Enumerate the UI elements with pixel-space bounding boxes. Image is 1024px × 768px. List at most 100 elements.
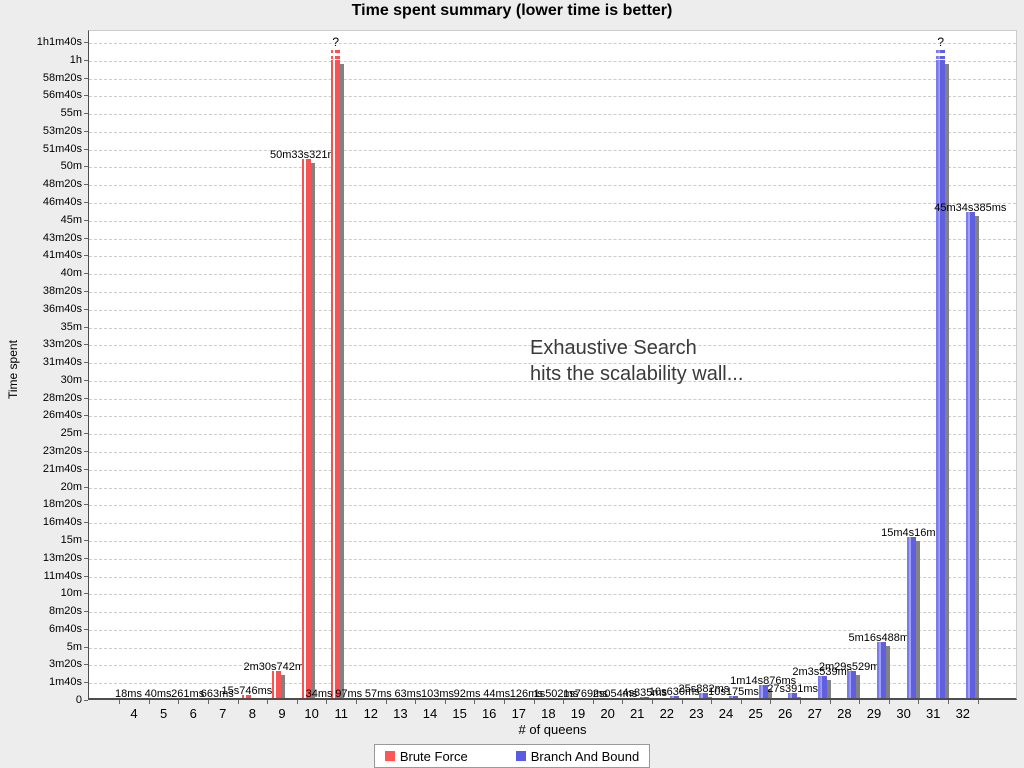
- y-tick-label: 56m40s: [42, 89, 82, 102]
- gridline: [89, 185, 1016, 187]
- bar-value-label: 2s054ms: [592, 687, 638, 700]
- x-tick-label: 21: [629, 706, 645, 721]
- gridline: [89, 149, 1016, 151]
- bar-branch-and-bound-q30: [906, 537, 916, 698]
- bar-branch-and-bound-q32: [965, 211, 975, 698]
- x-tick-label: 5: [159, 706, 168, 721]
- x-tick-mark: [415, 700, 417, 704]
- legend-box: Brute Force Branch And Bound: [373, 744, 651, 768]
- bar-value-label: 25s882ms: [678, 683, 730, 696]
- brute-force-swatch-icon: [384, 751, 395, 761]
- x-tick-label: 24: [718, 706, 734, 721]
- gridline: [89, 487, 1016, 489]
- y-tick-label: 28m20s: [42, 391, 82, 404]
- gridline: [89, 469, 1016, 471]
- bar-value-label: 34ms: [305, 687, 333, 700]
- gridline: [89, 309, 1016, 311]
- y-tick-mark: [84, 433, 88, 435]
- y-tick-label: 41m40s: [42, 249, 82, 262]
- x-tick-label: 25: [748, 706, 763, 721]
- gridline: [89, 291, 1016, 293]
- y-tick-mark: [84, 219, 88, 221]
- bar-value-label: 10s175ms: [708, 686, 759, 699]
- y-tick-label: 38m20s: [42, 284, 82, 297]
- x-tick-mark: [652, 700, 653, 704]
- branch-and-bound-swatch-icon: [515, 751, 526, 761]
- bar-value-label: 2m3s539ms: [792, 666, 853, 679]
- bar-value-label: 1s769ms: [563, 687, 608, 700]
- gridline: [89, 380, 1016, 382]
- gridline: [89, 523, 1016, 525]
- y-tick-mark: [84, 557, 88, 559]
- x-tick-mark: [208, 700, 209, 704]
- y-tick-mark: [84, 504, 88, 506]
- bar-value-label: 44ms: [483, 687, 511, 700]
- x-tick-mark: [711, 700, 713, 704]
- x-tick-mark: [148, 700, 150, 704]
- annotation-line-1: Exhaustive Search: [530, 337, 697, 359]
- x-tick-label: 30: [896, 706, 911, 721]
- y-tick-label: 0: [75, 694, 82, 706]
- x-tick-mark: [681, 700, 683, 704]
- x-tick-mark: [237, 700, 239, 704]
- y-tick-mark: [84, 575, 88, 577]
- x-axis-label: # of queens: [518, 722, 587, 737]
- y-tick-label: 50m: [60, 160, 82, 173]
- y-tick-mark: [84, 379, 88, 381]
- y-tick-mark: [84, 593, 88, 595]
- y-tick-label: 13m20s: [42, 551, 82, 564]
- y-tick-mark: [84, 95, 88, 97]
- bar-brute-force-q9: [272, 671, 281, 698]
- y-tick-label: 58m20s: [42, 71, 82, 84]
- bar-branch-and-bound-q23: [699, 693, 709, 698]
- x-tick-mark: [356, 700, 357, 704]
- x-tick-mark: [770, 700, 772, 704]
- bar-exceeded-dash: [936, 49, 946, 53]
- y-tick-mark: [84, 255, 88, 257]
- gridline: [89, 594, 1016, 596]
- bar-branch-and-bound-q29: [877, 641, 886, 698]
- gridline: [89, 238, 1016, 240]
- gridline: [89, 416, 1016, 418]
- y-tick-label: 40m: [60, 267, 82, 280]
- y-tick-mark: [84, 166, 88, 168]
- bar-value-label: 1m14s876ms: [730, 674, 797, 687]
- bar-brute-force-q8: [242, 695, 252, 698]
- chart-title: Time spent summary (lower time is better…: [351, 2, 673, 19]
- y-tick-label: 25m: [60, 427, 82, 440]
- y-tick-mark: [84, 611, 88, 613]
- bar-exceeded-dash: [331, 55, 341, 59]
- y-tick-mark: [84, 664, 88, 666]
- x-tick-label: 9: [278, 706, 286, 721]
- x-tick-label: 13: [393, 706, 408, 721]
- gridline: [89, 114, 1016, 116]
- plot-area: 18ms 40ms 261ms 663ms 15s746ms 2m30s742ms 50m3…: [88, 30, 1017, 700]
- gridline: [89, 43, 1016, 44]
- gridline: [89, 363, 1016, 365]
- y-tick-label: 33m20s: [42, 338, 82, 351]
- annotation-text: Exhaustive Search hits the scalability w…: [530, 335, 743, 387]
- y-tick-mark: [84, 273, 88, 275]
- gridline: [89, 558, 1016, 560]
- gridline: [89, 60, 1016, 62]
- x-tick-mark: [533, 700, 535, 704]
- y-tick-label: 11m40s: [43, 569, 82, 582]
- x-tick-mark: [800, 700, 801, 704]
- x-tick-label: 19: [570, 706, 586, 721]
- x-tick-mark: [178, 700, 180, 704]
- legend-label-brute-force: Brute Force: [399, 748, 468, 764]
- gridline: [89, 131, 1016, 133]
- y-tick-mark: [84, 77, 88, 79]
- bar-value-label: 2m30s742ms: [243, 661, 310, 674]
- bar-value-label: 50m33s321ms: [270, 148, 343, 161]
- bar-branch-and-bound-q22: [669, 696, 679, 698]
- x-tick-label: 15: [452, 706, 467, 721]
- y-tick-label: 20m: [60, 480, 82, 493]
- bar-value-label: 663ms: [200, 687, 234, 700]
- bar-value-label: 63ms: [394, 687, 422, 700]
- bar-value-label: 27s391ms: [767, 683, 819, 696]
- x-tick-mark: [563, 700, 565, 704]
- gridline: [89, 452, 1016, 454]
- y-tick-mark: [84, 237, 88, 239]
- x-tick-mark: [444, 700, 446, 704]
